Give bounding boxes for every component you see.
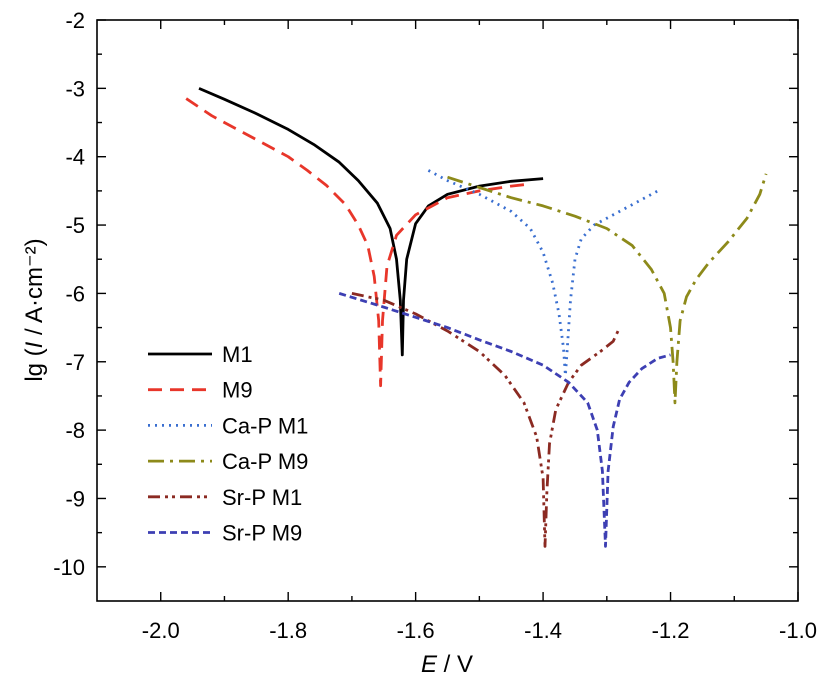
- y-tick-label: -6: [65, 281, 85, 306]
- legend-label-6: Sr-P M9: [222, 521, 302, 546]
- x-tick-label: -2.0: [142, 618, 180, 643]
- x-tick-label: -1.2: [652, 618, 690, 643]
- legend-label-1: M1: [222, 342, 253, 367]
- series-line-4: [447, 173, 768, 405]
- series-line-6: [338, 292, 671, 548]
- x-tick-label: -1.8: [269, 618, 307, 643]
- y-tick-label: -4: [65, 145, 85, 170]
- legend: M1 M9 Ca-P M1 Ca-P M9 Sr-P M1 Sr-P M9: [148, 342, 308, 546]
- ticks-layer: -2.0 -1.8 -1.6 -1.4 -1.2 -1.0 -2 -3 -4 -5 -6 -7 -8 -9…: [53, 8, 817, 643]
- legend-label-4: Ca-P M9: [222, 449, 308, 474]
- series-line-3: [427, 169, 659, 377]
- series-line-2: [185, 97, 531, 388]
- y-tick-label: -7: [65, 350, 85, 375]
- legend-label-2: M9: [222, 378, 253, 403]
- y-tick-label: -2: [65, 8, 85, 33]
- series-line-1: [198, 87, 544, 357]
- y-axis-title: lg (I / A·cm⁻²): [21, 238, 48, 381]
- x-axis-title: E / V: [421, 651, 473, 678]
- y-tick-label: -5: [65, 213, 85, 238]
- y-tick-label: -10: [53, 555, 85, 580]
- series-layer: [185, 87, 768, 548]
- y-tick-label: -9: [65, 486, 85, 511]
- x-tick-label: -1.4: [524, 618, 562, 643]
- plot-frame: [96, 19, 799, 602]
- legend-label-3: Ca-P M1: [222, 413, 308, 438]
- x-tick-label: -1.0: [779, 618, 817, 643]
- y-tick-label: -3: [65, 76, 85, 101]
- series-line-5: [351, 292, 621, 548]
- legend-label-5: Sr-P M1: [222, 485, 302, 510]
- y-tick-label: -8: [65, 418, 85, 443]
- x-tick-label: -1.6: [397, 618, 435, 643]
